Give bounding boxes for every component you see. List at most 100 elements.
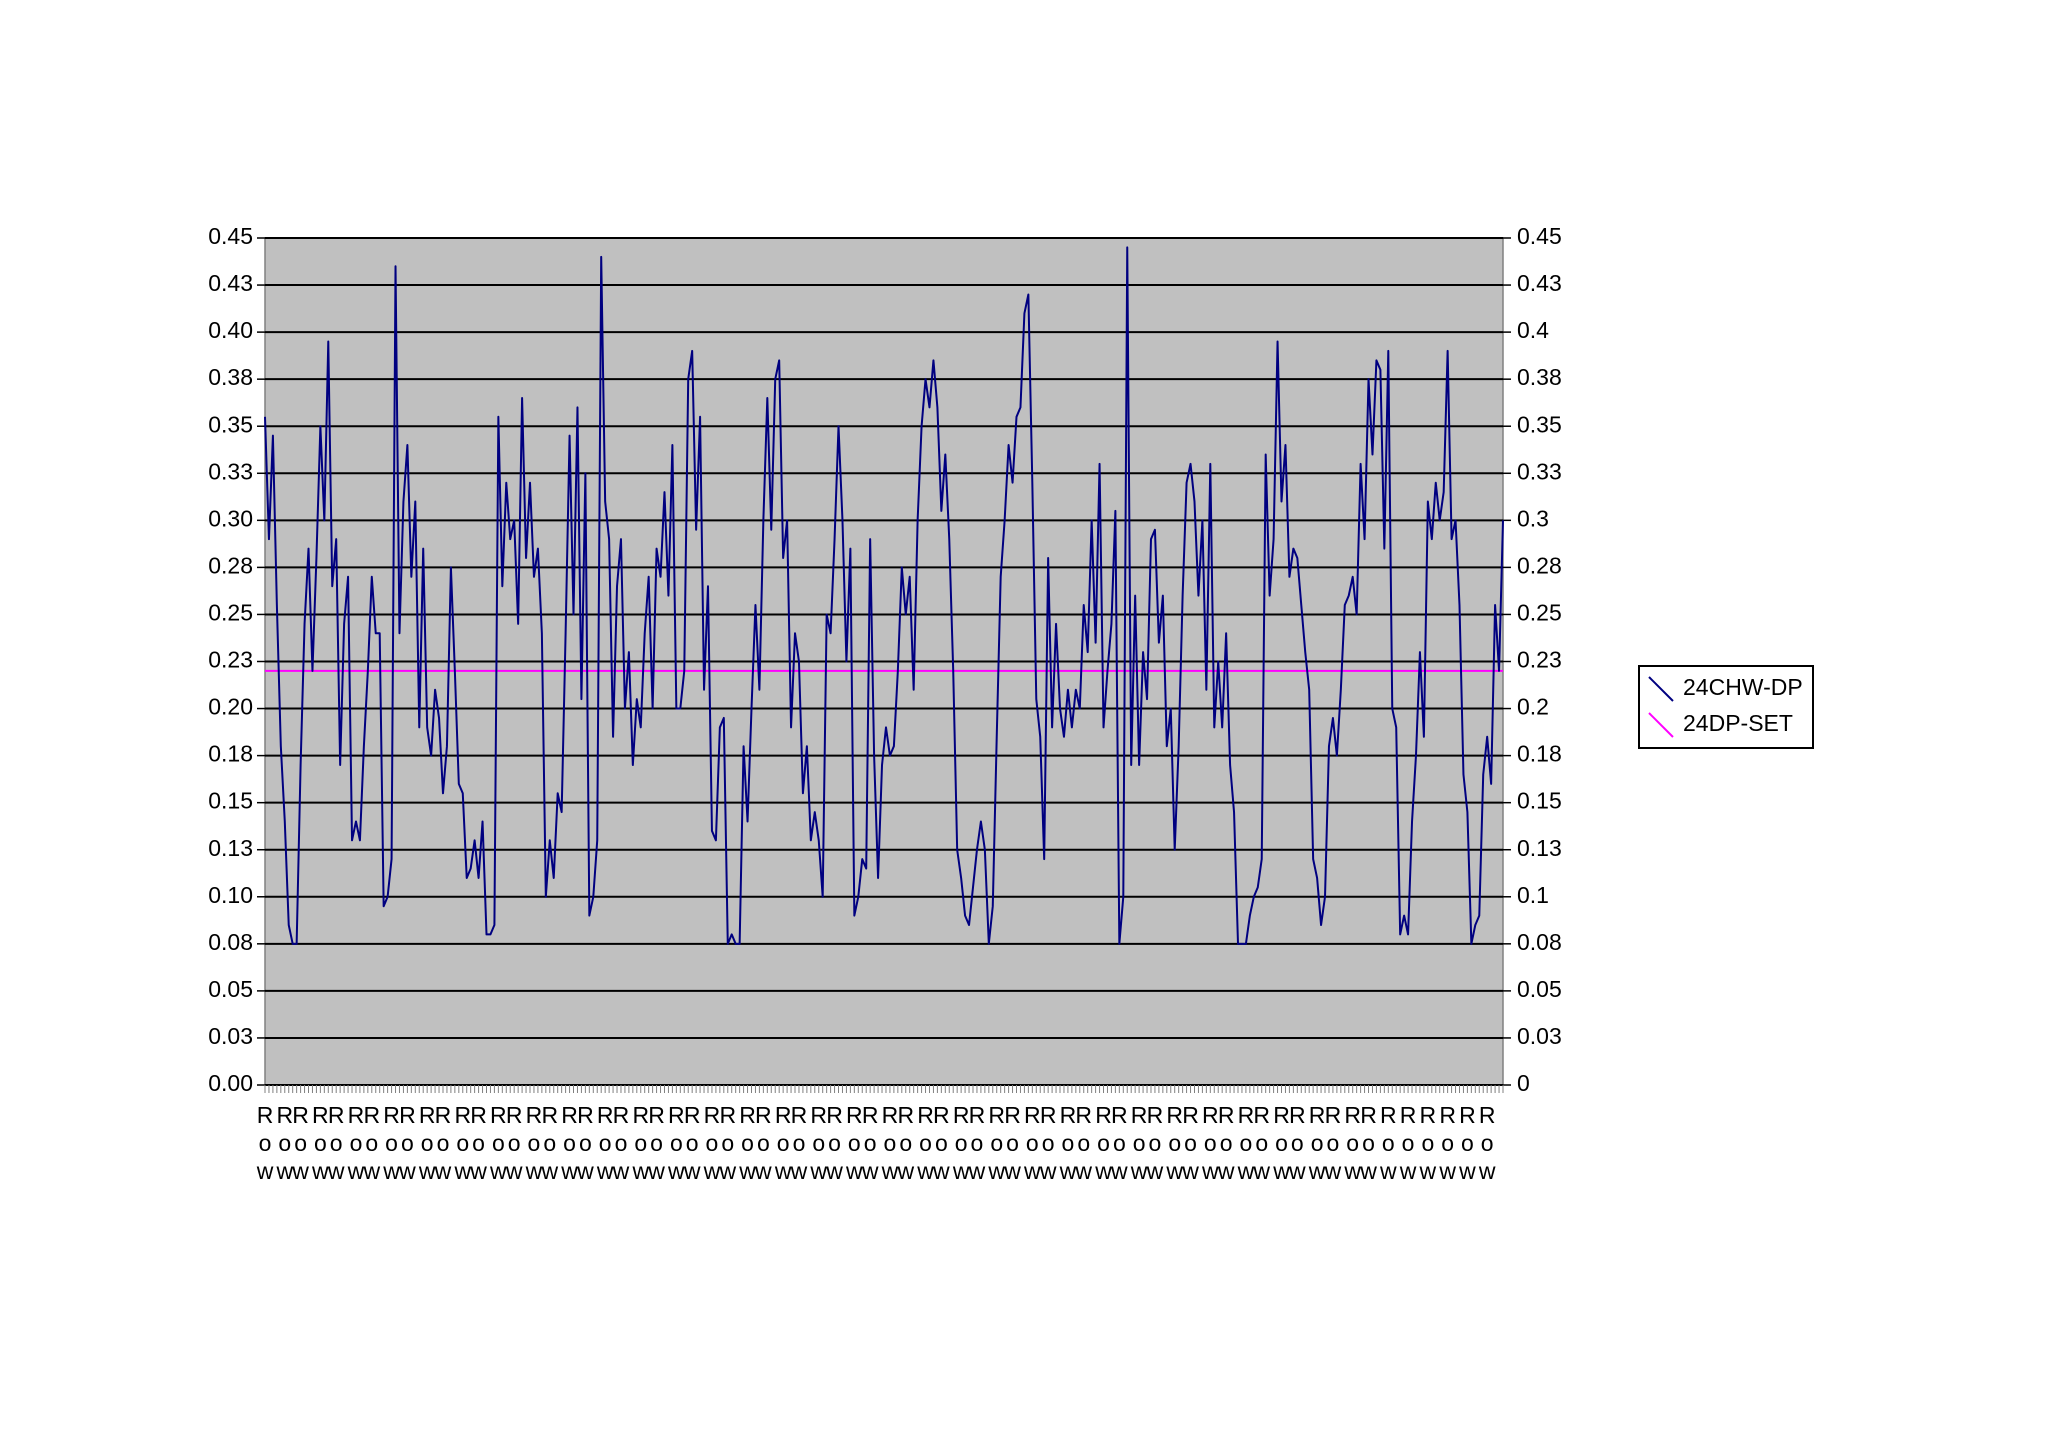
y2-tick-label: 0.05 xyxy=(1517,976,1562,1002)
y2-tick-label: 0.18 xyxy=(1517,741,1562,767)
y-tick-label: 0.20 xyxy=(208,694,253,720)
y-tick-label: 0.13 xyxy=(208,835,253,861)
y-tick-label: 0.18 xyxy=(208,741,253,767)
y-tick-label: 0.45 xyxy=(208,223,253,249)
legend-label: 24CHW-DP xyxy=(1683,674,1803,700)
y2-tick-label: 0.1 xyxy=(1517,882,1549,908)
y-tick-label: 0.03 xyxy=(208,1023,253,1049)
y2-tick-label: 0.43 xyxy=(1517,270,1562,296)
y2-tick-label: 0.4 xyxy=(1517,317,1549,343)
legend-label: 24DP-SET xyxy=(1683,710,1793,736)
y2-tick-label: 0.15 xyxy=(1517,788,1562,814)
y2-tick-label: 0.13 xyxy=(1517,835,1562,861)
y2-tick-label: 0.25 xyxy=(1517,600,1562,626)
y-tick-label: 0.25 xyxy=(208,600,253,626)
y-tick-label: 0.15 xyxy=(208,788,253,814)
y2-tick-label: 0.38 xyxy=(1517,364,1562,390)
y2-tick-label: 0.23 xyxy=(1517,647,1562,673)
y-tick-label: 0.35 xyxy=(208,411,253,437)
y-tick-label: 0.40 xyxy=(208,317,253,343)
legend-swatch xyxy=(1648,676,1674,702)
y-tick-label: 0.33 xyxy=(208,458,253,484)
legend-box xyxy=(1638,665,1814,749)
y-tick-label: 0.08 xyxy=(208,929,253,955)
y2-tick-label: 0.35 xyxy=(1517,411,1562,437)
y2-tick-label: 0.3 xyxy=(1517,505,1549,531)
series-line xyxy=(264,246,1504,945)
y2-tick-label: 0 xyxy=(1517,1070,1530,1096)
y2-tick-label: 0.08 xyxy=(1517,929,1562,955)
y2-tick-label: 0.28 xyxy=(1517,552,1562,578)
y-tick-label: 0.05 xyxy=(208,976,253,1002)
y-tick-label: 0.30 xyxy=(208,505,253,531)
legend-swatch xyxy=(1648,712,1674,738)
y2-tick-label: 0.33 xyxy=(1517,458,1562,484)
y2-tick-label: 0.2 xyxy=(1517,694,1549,720)
y2-tick-label: 0.45 xyxy=(1517,223,1562,249)
y-tick-label: 0.23 xyxy=(208,647,253,673)
y-tick-label: 0.43 xyxy=(208,270,253,296)
y-tick-label: 0.10 xyxy=(208,882,253,908)
